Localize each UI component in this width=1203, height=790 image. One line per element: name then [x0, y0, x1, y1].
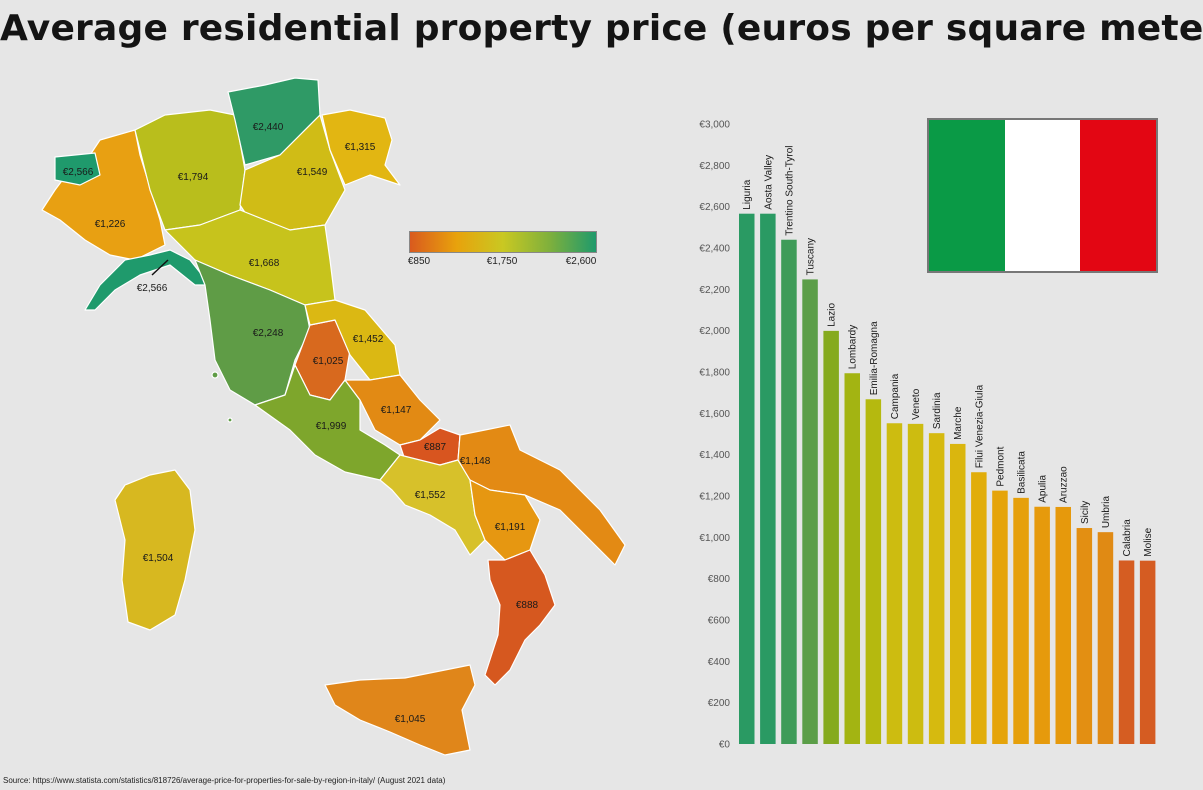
y-tick-label: €1,400 [699, 450, 730, 461]
region-aosta-valley [54, 152, 101, 186]
map-label-friuli: €1,315 [345, 142, 376, 153]
bar [992, 490, 1008, 744]
bar-label: Marche [953, 406, 964, 440]
y-tick-label: €0 [719, 740, 731, 751]
map-label-sicily: €1,045 [395, 714, 426, 725]
y-tick-label: €1,200 [699, 492, 730, 503]
map-label-liguria: €2,566 [137, 283, 168, 294]
bar-label: Pedmont [995, 446, 1006, 486]
bar [844, 373, 860, 744]
y-tick-label: €2,200 [699, 285, 730, 296]
bar [1013, 497, 1029, 744]
bar [886, 423, 903, 744]
y-tick-label: €3,000 [699, 120, 730, 131]
map-label-trentino: €2,440 [253, 122, 284, 133]
y-tick-label: €400 [708, 657, 731, 668]
map-label-veneto: €1,549 [297, 167, 328, 178]
legend-mid-label: €1,750 [486, 256, 518, 267]
bar [760, 213, 776, 744]
bar-label: Lombardy [848, 325, 859, 369]
y-tick-label: €1,800 [699, 368, 730, 379]
region-liguria [84, 249, 211, 311]
map-label-umbria: €1,025 [313, 356, 344, 367]
bar-label: Sicily [1080, 501, 1091, 524]
bar-label: Campania [890, 373, 901, 419]
chart-title: Average residential property price (euro… [0, 8, 1203, 49]
y-tick-label: €2,400 [699, 244, 730, 255]
bar [1139, 560, 1156, 744]
map-label-abruzzo: €1,147 [381, 405, 412, 416]
bar-label: Molise [1143, 527, 1154, 556]
flag-red-stripe [1080, 120, 1157, 271]
bar [1118, 560, 1135, 744]
y-tick-label: €1,000 [699, 533, 730, 544]
bar-label: Umbria [1101, 496, 1112, 529]
bar-label: Trentino South-Tyrol [784, 145, 795, 235]
bar [1055, 506, 1071, 744]
italy-map: €2,566 €1,226 €1,794 €2,440 €1,549 €1,31… [41, 77, 626, 756]
region-friuli [321, 109, 401, 186]
map-label-emilia: €1,668 [249, 258, 280, 269]
bar-label: Aruzzao [1059, 466, 1070, 503]
y-tick-label: €600 [708, 616, 731, 627]
bar [802, 279, 818, 744]
bar-label: Apulia [1038, 475, 1049, 503]
source-note: Source: https://www.statista.com/statist… [3, 776, 446, 785]
color-legend: €850 €1,750 €2,600 [407, 231, 597, 267]
map-label-basilicata: €1,191 [495, 522, 526, 533]
region-calabria [484, 549, 556, 686]
bar [739, 213, 755, 744]
map-label-lombardy: €1,794 [178, 172, 209, 183]
bar-label: Liguria [742, 179, 753, 209]
y-tick-label: €200 [708, 698, 731, 709]
italy-flag [927, 118, 1158, 273]
bar-label: Tuscany [806, 238, 817, 275]
map-label-apulia: €1,148 [460, 456, 491, 467]
bar [971, 472, 987, 744]
y-tick-label: €2,000 [699, 326, 730, 337]
bar-label: Basilicata [1017, 451, 1028, 494]
bar-label: Sardinia [932, 392, 943, 429]
map-label-calabria: €888 [516, 600, 539, 611]
y-tick-label: €1,600 [699, 409, 730, 420]
bar [1034, 506, 1050, 744]
region-abruzzo [344, 374, 441, 446]
bar-label: Veneto [911, 388, 922, 420]
bar-label: Lazio [827, 303, 838, 327]
bar [1097, 532, 1114, 744]
bar-chart: €0 €200 €400 €600 €800 €1,000 €1,200 €1,400 €1,6… [699, 120, 1156, 751]
map-label-tuscany: €2,248 [253, 328, 284, 339]
y-tick-label: €2,800 [699, 161, 730, 172]
bar [781, 239, 797, 744]
map-label-campania: €1,552 [415, 490, 446, 501]
bar-label: Emilia-Romagna [869, 321, 880, 395]
bar-label: Filui Venezia-Giula [974, 384, 985, 468]
y-tick-label: €2,600 [699, 202, 730, 213]
region-sardinia [114, 469, 196, 631]
map-label-piedmont: €1,226 [95, 219, 126, 230]
legend-max-label: €2,600 [565, 256, 597, 267]
bar [907, 423, 924, 744]
map-label-lazio: €1,999 [316, 421, 347, 432]
y-tick-label: €800 [708, 574, 731, 585]
map-label-molise: €887 [424, 442, 447, 453]
color-legend-gradient [409, 231, 597, 253]
bar-label: Aosta Valley [763, 155, 774, 210]
bar [865, 399, 882, 744]
map-label-sardinia: €1,504 [143, 553, 174, 564]
bar [950, 443, 966, 744]
map-label-aosta: €2,566 [63, 167, 94, 178]
bar-label: Calabria [1122, 519, 1133, 557]
region-lazio [254, 364, 401, 481]
region-sicily [324, 664, 476, 756]
bar [1076, 528, 1093, 744]
liguria-pointer [151, 259, 169, 276]
bar [928, 433, 945, 744]
map-label-marche: €1,452 [353, 334, 384, 345]
bar [823, 330, 839, 744]
flag-white-stripe [1004, 120, 1081, 271]
flag-green-stripe [929, 120, 1005, 271]
legend-min-label: €850 [407, 256, 431, 267]
